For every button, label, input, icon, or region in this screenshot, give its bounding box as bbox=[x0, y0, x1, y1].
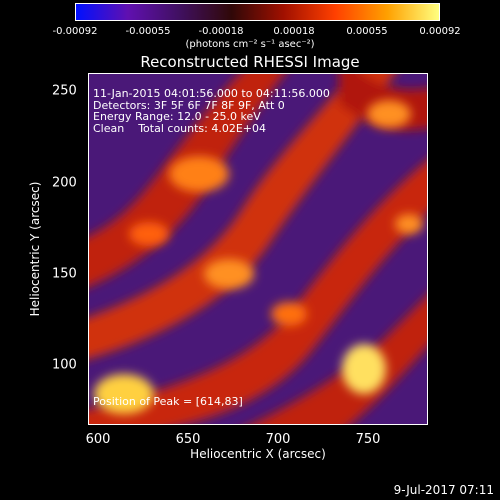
x-axis-label: Heliocentric X (arcsec) bbox=[190, 447, 326, 461]
info-detectors: Detectors: 3F 5F 6F 7F 8F 9F, Att 0 bbox=[93, 98, 285, 112]
info-energy: Energy Range: 12.0 - 25.0 keV bbox=[93, 110, 261, 123]
y-tick: 200 bbox=[52, 175, 77, 191]
x-tick: 600 bbox=[85, 432, 111, 447]
x-tick: 650 bbox=[175, 432, 201, 447]
colorbar-tick: 0.00018 bbox=[273, 26, 315, 37]
y-tick: 250 bbox=[52, 83, 77, 99]
y-tick: 150 bbox=[52, 266, 77, 282]
bright-regions bbox=[94, 100, 423, 414]
timestamp: 9-Jul-2017 07:11 bbox=[393, 483, 494, 497]
x-tick: 750 bbox=[355, 432, 381, 447]
info-peak: Position of Peak = [614,83] bbox=[93, 395, 243, 408]
colorbar-tick: -0.00092 bbox=[52, 26, 98, 37]
colorbar-tick: -0.00055 bbox=[125, 26, 171, 37]
y-axis-label: Heliocentric Y (arcsec) bbox=[28, 181, 42, 317]
image-title: Reconstructed RHESSI Image bbox=[140, 53, 360, 71]
info-time: 11-Jan-2015 04:01:56.000 to 04:11:56.000 bbox=[93, 87, 330, 100]
y-tick: 100 bbox=[52, 357, 77, 373]
x-tick: 700 bbox=[265, 432, 291, 447]
colorbar-units: (photons cm⁻² s⁻¹ asec⁻²) bbox=[185, 39, 315, 50]
colorbar-tick: 0.00092 bbox=[419, 26, 461, 37]
colorbar bbox=[75, 3, 440, 21]
info-clean: Clean Total counts: 4.02E+04 bbox=[93, 121, 267, 135]
colorbar-tick: 0.00055 bbox=[346, 26, 388, 37]
colorbar-tick: -0.00018 bbox=[198, 26, 244, 37]
image-plot bbox=[88, 73, 428, 425]
image-canvas bbox=[89, 74, 427, 424]
